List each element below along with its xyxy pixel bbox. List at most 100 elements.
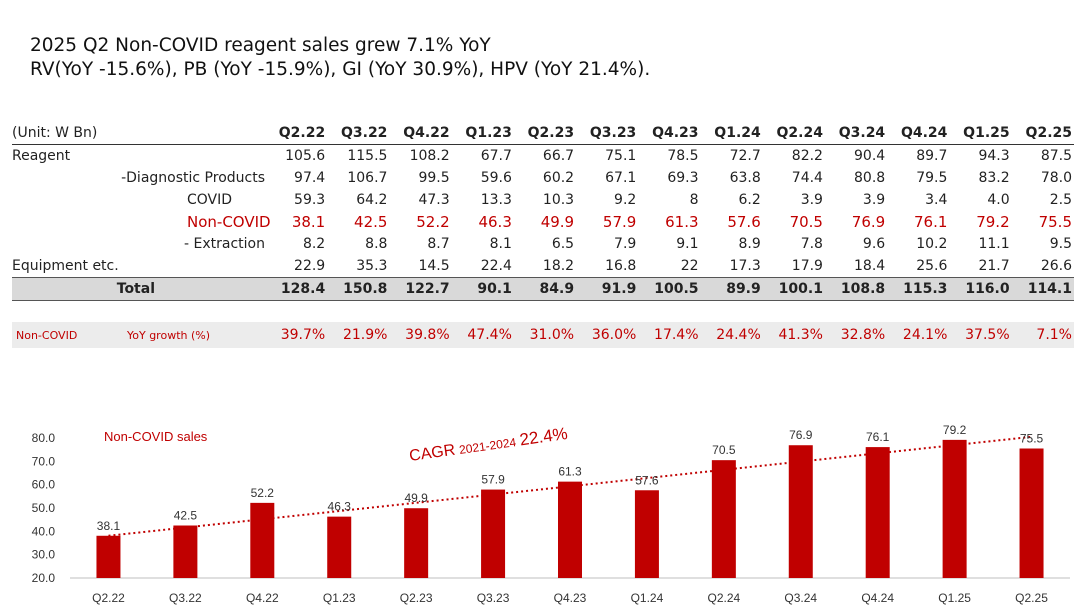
yoy-cell: 47.4% bbox=[467, 327, 512, 343]
row-equipment: Equipment etc. 22.9 35.3 14.5 22.4 18.2 … bbox=[12, 255, 1074, 278]
table-cell: 72.7 bbox=[729, 148, 761, 164]
table-cell: 59.3 bbox=[294, 192, 326, 208]
yoy-cell: 21.9% bbox=[342, 327, 388, 343]
row-label: -Diagnostic Products bbox=[12, 167, 265, 189]
x-tick-label: Q4.24 bbox=[861, 591, 894, 605]
bar bbox=[96, 535, 121, 578]
period-header: Q2.24 bbox=[762, 122, 825, 145]
table-cell: 49.9 bbox=[540, 213, 575, 231]
table-cell: 63.8 bbox=[729, 170, 761, 186]
yoy-cell: 39.8% bbox=[405, 327, 450, 343]
table-cell: 94.3 bbox=[978, 148, 1010, 164]
bar-value-label: 75.5 bbox=[1020, 432, 1044, 446]
table-cell: 64.2 bbox=[356, 192, 388, 208]
bar-value-label: 76.9 bbox=[789, 428, 813, 442]
y-tick-label: 70.0 bbox=[32, 454, 56, 468]
x-tick-label: Q3.22 bbox=[169, 591, 202, 605]
table-cell: 150.8 bbox=[327, 277, 390, 301]
y-tick-label: 20.0 bbox=[32, 571, 56, 585]
table-cell: 74.4 bbox=[791, 170, 823, 186]
table-cell: 8.2 bbox=[302, 236, 326, 252]
row-total: Total 128.4 150.8 122.7 90.1 84.9 91.9 1… bbox=[12, 277, 1074, 301]
yoy-sublabel: YoY growth (%) bbox=[127, 328, 211, 342]
table-cell: 105.6 bbox=[285, 148, 326, 164]
row-label: Non-COVID bbox=[187, 213, 271, 231]
yoy-growth-table: Non-COVID YoY growth (%) 39.7% 21.9% 39.… bbox=[12, 322, 1074, 348]
bar bbox=[865, 447, 890, 578]
period-header: Q3.24 bbox=[824, 122, 888, 145]
bar-value-label: 38.1 bbox=[97, 519, 121, 533]
chart-title: Non-COVID sales bbox=[104, 429, 208, 444]
x-tick-label: Q4.23 bbox=[554, 591, 587, 605]
table-cell: 82.2 bbox=[791, 148, 823, 164]
table-cell: 3.9 bbox=[862, 192, 886, 208]
bar-value-label: 49.9 bbox=[404, 491, 428, 505]
table-cell: 47.3 bbox=[418, 192, 450, 208]
table-cell: 57.6 bbox=[727, 213, 761, 231]
row-extraction: - Extraction 8.2 8.8 8.7 8.1 6.5 7.9 9.1… bbox=[12, 233, 1074, 255]
bar-value-label: 76.1 bbox=[866, 430, 890, 444]
bar-value-label: 57.6 bbox=[635, 473, 659, 487]
yoy-row: Non-COVID YoY growth (%) 39.7% 21.9% 39.… bbox=[12, 322, 1074, 348]
table-cell: 11.1 bbox=[978, 236, 1010, 252]
row-label: COVID bbox=[187, 192, 233, 208]
table-cell: 35.3 bbox=[356, 258, 388, 274]
x-tick-label: Q1.25 bbox=[938, 591, 971, 605]
table-cell: 13.3 bbox=[480, 192, 512, 208]
y-tick-label: 50.0 bbox=[32, 501, 56, 515]
bar bbox=[173, 525, 198, 578]
yoy-cell: 7.1% bbox=[1036, 327, 1072, 343]
table-cell: 90.4 bbox=[854, 148, 886, 164]
table-cell: 2.5 bbox=[1049, 192, 1072, 208]
x-tick-label: Q1.23 bbox=[323, 591, 356, 605]
bar bbox=[250, 502, 275, 578]
table-cell: 59.6 bbox=[480, 170, 512, 186]
period-header: Q2.22 bbox=[265, 122, 328, 145]
table-cell: 17.9 bbox=[791, 258, 823, 274]
table-cell: 99.5 bbox=[418, 170, 450, 186]
row-non-covid: Non-COVID 38.1 42.5 52.2 46.3 49.9 57.9 … bbox=[12, 211, 1074, 233]
bar bbox=[481, 489, 506, 578]
table-cell: 42.5 bbox=[354, 213, 388, 231]
bar-value-label: 42.5 bbox=[174, 509, 198, 523]
sales-table: (Unit: W Bn) Q2.22 Q3.22 Q4.22 Q1.23 Q2.… bbox=[12, 122, 1074, 301]
yoy-cell: 39.7% bbox=[280, 327, 326, 343]
row-covid: COVID 59.3 64.2 47.3 13.3 10.3 9.2 8 6.2… bbox=[12, 189, 1074, 211]
table-cell: 25.6 bbox=[916, 258, 948, 274]
period-header: Q4.23 bbox=[638, 122, 701, 145]
period-header: Q3.23 bbox=[576, 122, 639, 145]
table-cell: 9.2 bbox=[614, 192, 637, 208]
bar-value-label: 46.3 bbox=[328, 500, 352, 514]
table-cell: 114.1 bbox=[1011, 277, 1074, 301]
bar bbox=[327, 516, 352, 578]
bar bbox=[558, 481, 582, 578]
period-header: Q4.22 bbox=[389, 122, 452, 145]
bar-value-label: 79.2 bbox=[943, 423, 967, 437]
table-cell: 6.5 bbox=[551, 236, 575, 252]
headline: 2025 Q2 Non-COVID reagent sales grew 7.1… bbox=[30, 34, 650, 82]
period-header: Q4.24 bbox=[887, 122, 950, 145]
table-cell: 66.7 bbox=[542, 148, 575, 164]
x-tick-label: Q2.24 bbox=[707, 591, 740, 605]
yoy-cell: 24.1% bbox=[902, 327, 948, 343]
table-cell: 57.9 bbox=[602, 213, 637, 231]
table-cell: 67.1 bbox=[605, 170, 637, 186]
row-label: Reagent bbox=[12, 148, 71, 164]
x-tick-label: Q2.25 bbox=[1015, 591, 1048, 605]
y-tick-label: 30.0 bbox=[32, 548, 56, 562]
bar bbox=[711, 460, 736, 578]
period-header: Q1.23 bbox=[451, 122, 514, 145]
yoy-cell: 31.0% bbox=[529, 327, 575, 343]
table-cell: 38.1 bbox=[291, 213, 326, 231]
table-cell: 69.3 bbox=[667, 170, 699, 186]
table-cell: 100.5 bbox=[638, 277, 701, 301]
period-header: Q2.23 bbox=[513, 122, 577, 145]
bar bbox=[404, 508, 429, 578]
table-cell: 89.9 bbox=[700, 277, 763, 301]
cagr-period: 2021-2024 bbox=[458, 435, 517, 457]
table-cell: 79.5 bbox=[916, 170, 948, 186]
table-cell: 52.2 bbox=[416, 213, 450, 231]
period-header: Q3.22 bbox=[327, 122, 390, 145]
table-cell: 7.8 bbox=[800, 236, 823, 252]
table-cell: 18.4 bbox=[854, 258, 886, 274]
